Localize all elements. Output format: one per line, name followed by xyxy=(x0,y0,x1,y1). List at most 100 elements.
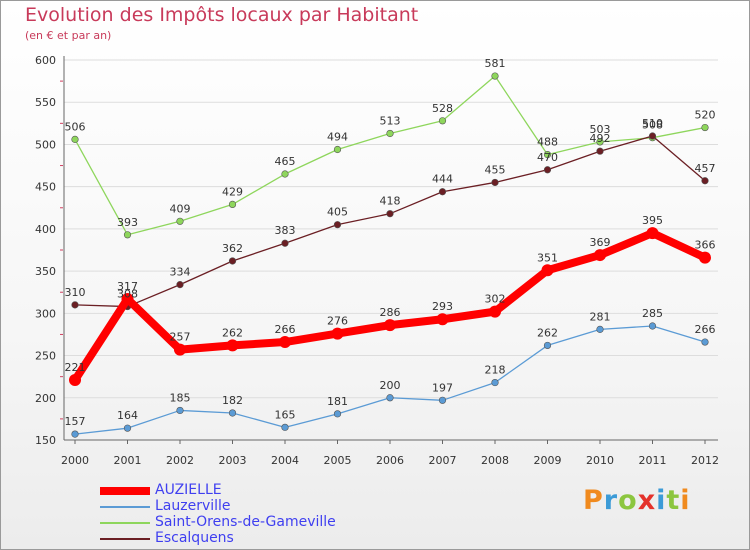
series-escalquens xyxy=(71,132,709,311)
data-point xyxy=(123,231,132,239)
data-point xyxy=(386,129,394,138)
logo-letter: o xyxy=(618,485,638,516)
data-label: 581 xyxy=(485,57,506,70)
data-label: 165 xyxy=(275,408,296,421)
data-label: 157 xyxy=(65,415,86,428)
data-label: 465 xyxy=(275,155,296,168)
data-label: 395 xyxy=(642,214,663,227)
data-point xyxy=(123,424,132,432)
data-labels: 157 164 185 182 165 181 200 197 218 262 281 285 266 5… xyxy=(65,57,716,428)
data-label: 293 xyxy=(432,300,453,313)
data-label: 262 xyxy=(537,326,558,339)
data-label: 383 xyxy=(275,224,296,237)
data-label: 181 xyxy=(327,395,348,408)
data-label: 444 xyxy=(432,173,453,186)
data-label: 429 xyxy=(222,185,243,198)
data-point xyxy=(69,374,81,387)
data-label: 369 xyxy=(590,236,611,249)
data-point xyxy=(121,292,134,305)
data-label: 362 xyxy=(222,242,243,255)
legend-item: AUZIELLE xyxy=(100,482,400,499)
y-tick-label: 150 xyxy=(35,434,56,447)
data-point xyxy=(541,264,554,277)
legend-label: Lauzerville xyxy=(155,498,231,514)
data-label: 218 xyxy=(485,364,506,377)
proxiti-logo: Proxiti xyxy=(583,485,691,516)
data-point xyxy=(386,210,394,218)
x-tick-label: 2003 xyxy=(219,454,247,467)
data-point xyxy=(596,325,604,333)
data-label: 266 xyxy=(695,323,716,336)
data-point xyxy=(226,339,239,352)
data-point xyxy=(333,410,342,418)
data-label: 257 xyxy=(170,331,191,344)
logo-letter: P xyxy=(583,485,604,516)
data-point xyxy=(543,166,552,174)
logo-letter: x xyxy=(637,485,657,516)
data-label: 470 xyxy=(537,151,558,164)
series-auzielle xyxy=(69,227,711,387)
logo-letter: t xyxy=(666,485,681,516)
data-point xyxy=(71,301,79,309)
data-point xyxy=(333,145,342,154)
data-point xyxy=(71,430,79,438)
data-label: 513 xyxy=(380,114,401,127)
data-label: 508 xyxy=(642,119,663,132)
legend-swatch xyxy=(100,506,150,508)
data-point xyxy=(386,394,394,402)
y-tick-label: 600 xyxy=(35,54,56,67)
data-point xyxy=(281,423,289,431)
data-point xyxy=(701,177,709,185)
y-tick-label: 300 xyxy=(35,307,56,320)
data-label: 310 xyxy=(65,286,86,299)
data-label: 308 xyxy=(117,288,138,301)
legend-label: Saint-Orens-de-Gameville xyxy=(155,514,336,530)
data-point xyxy=(596,147,604,155)
y-tick-label: 250 xyxy=(35,350,56,363)
data-point xyxy=(438,117,447,125)
data-point xyxy=(438,188,447,196)
x-tick-label: 2000 xyxy=(61,454,89,467)
data-point xyxy=(596,138,604,146)
data-label: 276 xyxy=(327,315,348,328)
data-label: 262 xyxy=(222,326,243,339)
data-label: 492 xyxy=(590,132,611,145)
legend-label: Escalquens xyxy=(155,530,234,546)
legend-swatch xyxy=(100,538,150,540)
legend-item: Lauzerville xyxy=(100,498,400,515)
data-point xyxy=(648,322,657,330)
y-tick-label: 500 xyxy=(35,138,56,151)
data-point xyxy=(71,135,79,143)
data-label: 409 xyxy=(170,202,191,215)
x-tick-label: 2008 xyxy=(481,454,509,467)
data-point xyxy=(333,221,342,229)
data-label: 351 xyxy=(537,251,558,264)
data-label: 418 xyxy=(380,195,401,208)
data-point xyxy=(281,239,289,247)
x-tick-label: 2010 xyxy=(586,454,614,467)
legend-label: AUZIELLE xyxy=(155,482,222,498)
data-point xyxy=(701,338,709,346)
data-point xyxy=(331,327,344,340)
series-saint-orens-de-gameville xyxy=(71,72,709,239)
legend: AUZIELLE Lauzerville Saint-Orens-de-Gamevi… xyxy=(100,482,400,547)
data-point xyxy=(281,170,289,178)
legend-swatch xyxy=(100,522,150,524)
data-point xyxy=(543,341,552,350)
y-tick-label: 550 xyxy=(35,96,56,109)
data-point xyxy=(646,227,659,240)
x-tick-label: 2005 xyxy=(324,454,352,467)
data-label: 510 xyxy=(642,117,663,130)
data-point xyxy=(489,305,501,318)
data-point xyxy=(176,281,184,289)
y-tick-label: 400 xyxy=(35,223,56,236)
data-label: 455 xyxy=(485,163,506,176)
data-label: 488 xyxy=(537,136,558,149)
data-label: 317 xyxy=(117,280,138,293)
data-label: 164 xyxy=(117,409,138,422)
data-point xyxy=(438,396,447,404)
series-lauzerville xyxy=(71,322,709,438)
data-point xyxy=(594,249,606,262)
data-label: 393 xyxy=(117,216,138,229)
data-point xyxy=(699,251,711,264)
